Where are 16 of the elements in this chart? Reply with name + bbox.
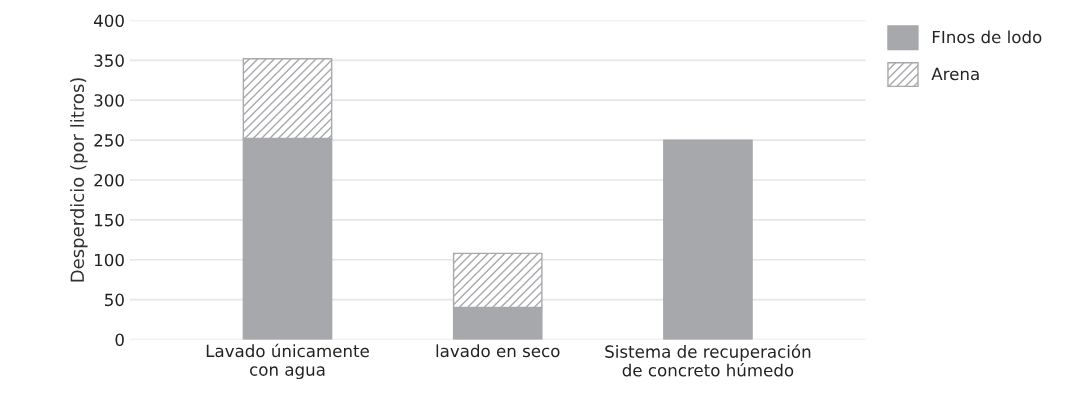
y-tick-label: 350 (94, 54, 124, 67)
y-tick-label: 400 (93, 14, 124, 28)
y-tick-label: 100 (95, 253, 124, 267)
x-tick-label: Sistema de recuperación de concreto húmedo (605, 344, 811, 377)
y-axis-title: Desperdicio (por litros) (70, 78, 88, 282)
x-tick-label: lavado en seco (436, 344, 560, 358)
legend-label: Arena (931, 67, 979, 81)
y-tick-label: 150 (95, 213, 124, 227)
y-tick-label: 50 (105, 293, 124, 307)
y-tick-label: 200 (94, 173, 124, 187)
y-tick-label: 300 (94, 94, 124, 107)
x-tick-label: Lavado únicamente con agua (206, 343, 369, 380)
legend-label: FInos de lodo (932, 30, 1042, 44)
y-tick-label: 250 (94, 134, 124, 147)
bar (663, 139, 753, 340)
y-tick-label: 0 (115, 333, 124, 347)
